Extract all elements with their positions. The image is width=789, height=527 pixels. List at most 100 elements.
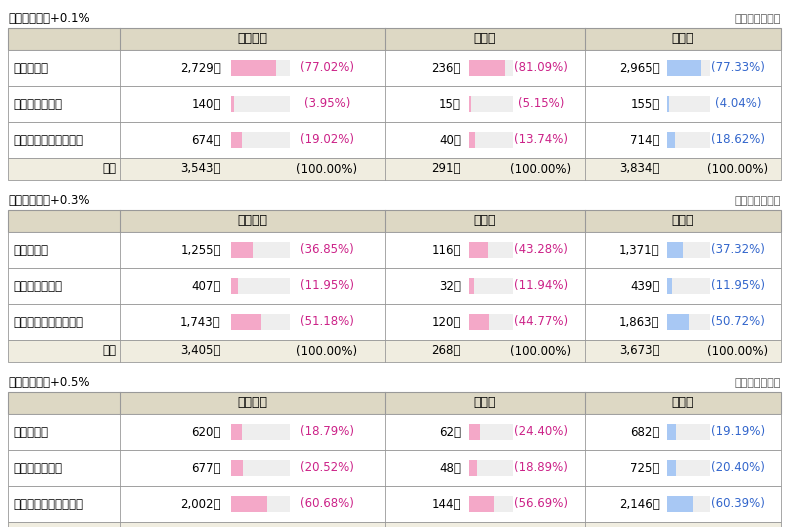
Text: 120社: 120社: [432, 316, 461, 328]
Text: (43.28%): (43.28%): [514, 243, 568, 257]
Text: 682社: 682社: [630, 425, 660, 438]
Bar: [667, 242, 710, 258]
Text: 714社: 714社: [630, 133, 660, 147]
Text: (100.00%): (100.00%): [707, 162, 768, 175]
Bar: [8, 86, 781, 122]
Text: (13.74%): (13.74%): [514, 133, 568, 147]
Text: (20.40%): (20.40%): [711, 462, 765, 474]
Bar: [8, 122, 781, 158]
Text: 1,255社: 1,255社: [180, 243, 221, 257]
Text: 受け入れる: 受け入れる: [13, 425, 48, 438]
Text: (100.00%): (100.00%): [510, 162, 571, 175]
Bar: [667, 242, 683, 258]
Bar: [667, 278, 710, 294]
Text: 受け入れる: 受け入れる: [13, 243, 48, 257]
Text: 3,543社: 3,543社: [181, 162, 221, 175]
Bar: [469, 460, 513, 476]
Bar: [469, 60, 505, 76]
Text: 1,863社: 1,863社: [619, 316, 660, 328]
Bar: [231, 460, 290, 476]
Text: 全企業: 全企業: [671, 33, 694, 45]
Bar: [667, 96, 710, 112]
Text: 236社: 236社: [432, 62, 461, 74]
Text: （）内は構成比: （）内は構成比: [735, 378, 781, 388]
Text: 他行へ調達を打診する: 他行へ調達を打診する: [13, 316, 83, 328]
Bar: [8, 414, 781, 450]
Bar: [8, 50, 781, 86]
Bar: [8, 522, 781, 527]
Bar: [8, 210, 781, 232]
Text: （）内は構成比: （）内は構成比: [735, 196, 781, 206]
Text: 268社: 268社: [432, 345, 461, 357]
Bar: [469, 496, 494, 512]
Bar: [231, 424, 290, 440]
Text: (77.33%): (77.33%): [711, 62, 765, 74]
Text: (18.62%): (18.62%): [711, 133, 765, 147]
Text: (4.04%): (4.04%): [715, 97, 761, 111]
Bar: [667, 314, 689, 330]
Text: 620社: 620社: [191, 425, 221, 438]
Text: 439社: 439社: [630, 279, 660, 292]
Bar: [8, 392, 781, 414]
Text: 中小企業: 中小企業: [237, 396, 267, 409]
Bar: [8, 486, 781, 522]
Text: 48社: 48社: [439, 462, 461, 474]
Text: (77.02%): (77.02%): [300, 62, 353, 74]
Text: 155社: 155社: [630, 97, 660, 111]
Bar: [231, 132, 242, 148]
Text: (44.77%): (44.77%): [514, 316, 568, 328]
Text: (3.95%): (3.95%): [304, 97, 350, 111]
Text: (60.39%): (60.39%): [711, 497, 765, 511]
Text: 62社: 62社: [439, 425, 461, 438]
Text: 合計: 合計: [102, 345, 116, 357]
Text: 144社: 144社: [432, 497, 461, 511]
Bar: [231, 496, 290, 512]
Text: (36.85%): (36.85%): [300, 243, 353, 257]
Bar: [231, 60, 276, 76]
Bar: [469, 314, 488, 330]
Text: 15社: 15社: [439, 97, 461, 111]
Bar: [469, 132, 513, 148]
Text: 116社: 116社: [432, 243, 461, 257]
Bar: [231, 424, 242, 440]
Bar: [231, 132, 290, 148]
Bar: [8, 28, 781, 50]
Bar: [469, 96, 471, 112]
Bar: [231, 242, 252, 258]
Bar: [8, 158, 781, 180]
Bar: [8, 268, 781, 304]
Bar: [231, 460, 243, 476]
Text: (11.94%): (11.94%): [514, 279, 568, 292]
Bar: [469, 96, 513, 112]
Bar: [469, 496, 513, 512]
Text: 大企業: 大企業: [473, 33, 496, 45]
Text: 既存利率より+0.5%: 既存利率より+0.5%: [8, 376, 89, 389]
Text: 合計: 合計: [102, 162, 116, 175]
Text: (24.40%): (24.40%): [514, 425, 568, 438]
Bar: [231, 278, 290, 294]
Text: 291社: 291社: [432, 162, 461, 175]
Bar: [667, 496, 710, 512]
Bar: [469, 314, 513, 330]
Text: 借入を断念する: 借入を断念する: [13, 462, 62, 474]
Bar: [8, 340, 781, 362]
Text: 他行へ調達を打診する: 他行へ調達を打診する: [13, 497, 83, 511]
Text: 受け入れる: 受け入れる: [13, 62, 48, 74]
Bar: [667, 60, 701, 76]
Text: （）内は構成比: （）内は構成比: [735, 14, 781, 24]
Text: 407社: 407社: [191, 279, 221, 292]
Bar: [8, 232, 781, 268]
Bar: [8, 304, 781, 340]
Text: 既存利率より+0.3%: 既存利率より+0.3%: [8, 194, 89, 208]
Bar: [667, 60, 710, 76]
Bar: [231, 242, 290, 258]
Text: 他行へ調達を打診する: 他行へ調達を打診する: [13, 133, 83, 147]
Text: (60.68%): (60.68%): [300, 497, 353, 511]
Text: 1,743社: 1,743社: [180, 316, 221, 328]
Text: (18.89%): (18.89%): [514, 462, 568, 474]
Text: 3,405社: 3,405社: [181, 345, 221, 357]
Bar: [469, 424, 480, 440]
Bar: [667, 424, 675, 440]
Text: 2,002社: 2,002社: [180, 497, 221, 511]
Text: 677社: 677社: [191, 462, 221, 474]
